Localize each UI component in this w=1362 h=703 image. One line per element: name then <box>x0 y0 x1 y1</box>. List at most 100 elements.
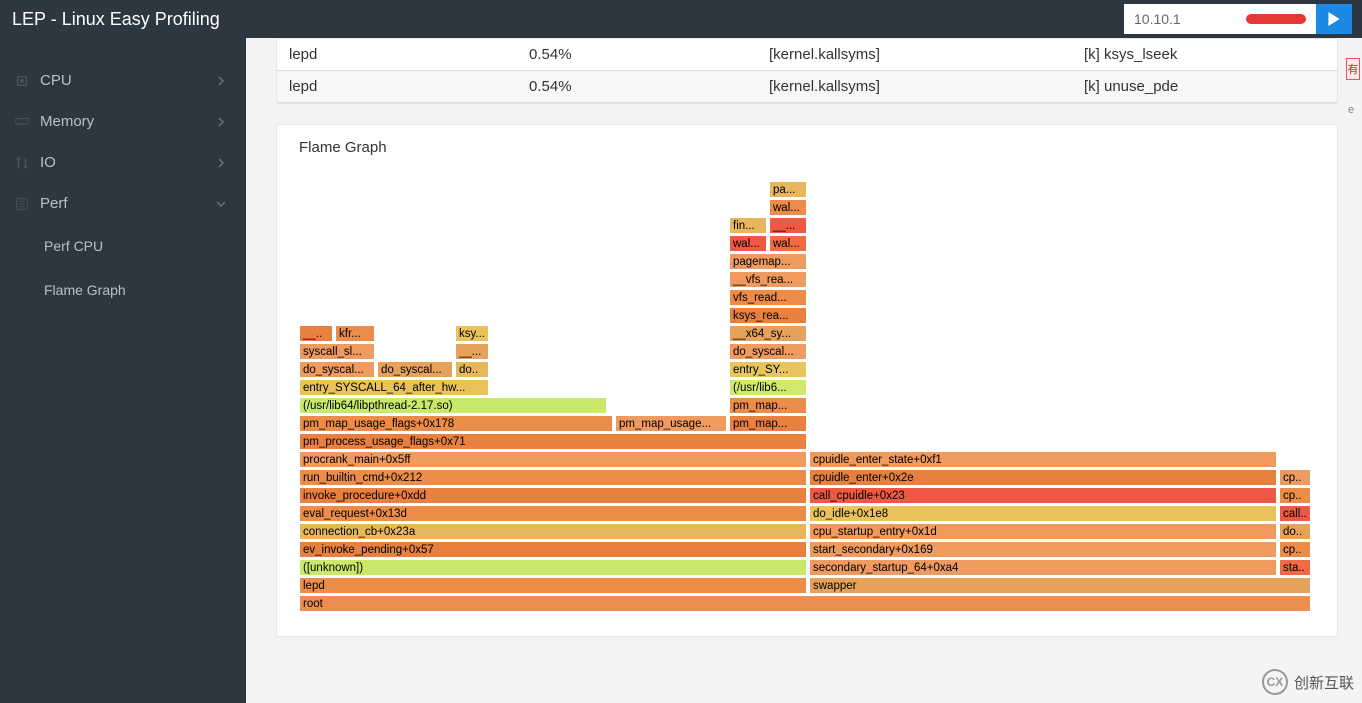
flame-block[interactable]: ev_invoke_pending+0x57 <box>299 541 807 558</box>
flame-block[interactable]: cpu_startup_entry+0x1d <box>809 523 1277 540</box>
table-row[interactable]: lepd 0.54% [kernel.kallsyms] [k] unuse_p… <box>277 71 1337 103</box>
ip-redaction <box>1246 14 1306 24</box>
watermark-text: 创新互联 <box>1294 672 1354 693</box>
sidebar-sub-perf-cpu[interactable]: Perf CPU <box>0 224 246 268</box>
sidebar-sub-flame-graph[interactable]: Flame Graph <box>0 268 246 312</box>
cell-proc: lepd <box>277 71 517 103</box>
flame-block[interactable]: ksys_rea... <box>729 307 807 324</box>
sidebar-item-io[interactable]: IO <box>0 142 246 183</box>
flame-graph[interactable]: rootlepdswapper([unknown])secondary_star… <box>299 180 1311 612</box>
flame-block[interactable]: pm_map_usage... <box>615 415 727 432</box>
flame-block[interactable]: do_syscal... <box>299 361 375 378</box>
cpu-icon <box>14 74 30 88</box>
flame-block[interactable]: swapper <box>809 577 1311 594</box>
watermark-logo: CX <box>1262 669 1288 695</box>
right-badge[interactable]: 有 <box>1346 58 1360 80</box>
flame-block[interactable]: syscall_sl... <box>299 343 375 360</box>
flame-block[interactable]: cp.. <box>1279 487 1311 504</box>
flame-block[interactable]: do_idle+0x1e8 <box>809 505 1277 522</box>
cell-pct: 0.54% <box>517 71 757 103</box>
chevron-right-icon <box>216 158 226 168</box>
flame-block[interactable]: pm_map_usage_flags+0x178 <box>299 415 613 432</box>
sidebar-label: CPU <box>40 72 72 89</box>
cell-pct: 0.54% <box>517 39 757 71</box>
perf-icon <box>14 197 30 211</box>
flame-block[interactable]: __.. <box>299 325 333 342</box>
chevron-down-icon <box>216 199 226 209</box>
io-icon <box>14 156 30 170</box>
flame-block[interactable]: lepd <box>299 577 807 594</box>
flame-title: Flame Graph <box>277 125 1337 170</box>
flame-block[interactable]: invoke_procedure+0xdd <box>299 487 807 504</box>
flame-block[interactable]: procrank_main+0x5ff <box>299 451 807 468</box>
flame-block[interactable]: __... <box>769 217 807 234</box>
flame-block[interactable]: pm_process_usage_flags+0x71 <box>299 433 807 450</box>
chevron-right-icon <box>216 117 226 127</box>
flame-block[interactable]: kfr... <box>335 325 375 342</box>
flame-block[interactable]: start_secondary+0x169 <box>809 541 1277 558</box>
flame-block[interactable]: wal... <box>769 235 807 252</box>
flame-block[interactable]: pa... <box>769 181 807 198</box>
cell-proc: lepd <box>277 39 517 71</box>
flame-block[interactable]: ([unknown]) <box>299 559 807 576</box>
flame-block[interactable]: wal... <box>769 199 807 216</box>
flame-block[interactable]: do_syscal... <box>377 361 453 378</box>
flame-block[interactable]: ksy... <box>455 325 489 342</box>
cell-sym: [k] ksys_lseek <box>1072 39 1337 71</box>
right-text: e <box>1346 104 1362 116</box>
watermark: CX 创新互联 <box>1262 669 1354 695</box>
chevron-right-icon <box>216 76 226 86</box>
flame-block[interactable]: run_builtin_cmd+0x212 <box>299 469 807 486</box>
cell-sym: [k] unuse_pde <box>1072 71 1337 103</box>
flame-block[interactable]: root <box>299 595 1311 612</box>
flame-block[interactable]: do.. <box>1279 523 1311 540</box>
cell-src: [kernel.kallsyms] <box>757 71 1072 103</box>
flame-block[interactable]: pm_map... <box>729 415 807 432</box>
sidebar-label: Memory <box>40 113 94 130</box>
main-content: lepd 0.54% [kernel.kallsyms] [k] ksys_ls… <box>246 38 1362 703</box>
flame-block[interactable]: cp.. <box>1279 541 1311 558</box>
flame-block[interactable]: do.. <box>455 361 489 378</box>
memory-icon <box>14 115 30 129</box>
sidebar-item-perf[interactable]: Perf <box>0 183 246 224</box>
sidebar-item-memory[interactable]: Memory <box>0 101 246 142</box>
flame-block[interactable]: connection_cb+0x23a <box>299 523 807 540</box>
sidebar: CPU Memory IO Perf Perf CPU Flame Graph <box>0 38 246 703</box>
flame-block[interactable]: sta.. <box>1279 559 1311 576</box>
flame-block[interactable]: call_cpuidle+0x23 <box>809 487 1277 504</box>
flame-block[interactable]: eval_request+0x13d <box>299 505 807 522</box>
flame-block[interactable]: (/usr/lib6... <box>729 379 807 396</box>
perf-table-panel: lepd 0.54% [kernel.kallsyms] [k] ksys_ls… <box>276 38 1338 104</box>
flame-wrap: rootlepdswapper([unknown])secondary_star… <box>277 170 1337 636</box>
flame-block[interactable]: vfs_read... <box>729 289 807 306</box>
flame-block[interactable]: pm_map... <box>729 397 807 414</box>
flame-block[interactable]: cp.. <box>1279 469 1311 486</box>
sidebar-label: IO <box>40 154 56 171</box>
play-icon <box>1327 12 1341 26</box>
right-strip: 有 e <box>1346 38 1362 116</box>
cell-src: [kernel.kallsyms] <box>757 39 1072 71</box>
header-controls <box>1124 4 1352 34</box>
flame-block[interactable]: (/usr/lib64/libpthread-2.17.so) <box>299 397 607 414</box>
perf-table: lepd 0.54% [kernel.kallsyms] [k] ksys_ls… <box>277 39 1337 103</box>
table-row[interactable]: lepd 0.54% [kernel.kallsyms] [k] ksys_ls… <box>277 39 1337 71</box>
flame-block[interactable]: secondary_startup_64+0xa4 <box>809 559 1277 576</box>
flame-block[interactable]: entry_SYSCALL_64_after_hw... <box>299 379 489 396</box>
sidebar-item-cpu[interactable]: CPU <box>0 60 246 101</box>
flame-block[interactable]: entry_SY... <box>729 361 807 378</box>
flame-block[interactable]: pagemap... <box>729 253 807 270</box>
app-title: LEP - Linux Easy Profiling <box>12 9 220 30</box>
flame-block[interactable]: fin... <box>729 217 767 234</box>
sidebar-label: Perf <box>40 195 68 212</box>
go-button[interactable] <box>1316 4 1352 34</box>
flame-block[interactable]: call.. <box>1279 505 1311 522</box>
header-bar: LEP - Linux Easy Profiling <box>0 0 1362 38</box>
flame-block[interactable]: do_syscal... <box>729 343 807 360</box>
flame-block[interactable]: wal... <box>729 235 767 252</box>
flame-block[interactable]: __x64_sy... <box>729 325 807 342</box>
flame-block[interactable]: __vfs_rea... <box>729 271 807 288</box>
flame-block[interactable]: cpuidle_enter+0x2e <box>809 469 1277 486</box>
flame-panel: Flame Graph rootlepdswapper([unknown])se… <box>276 124 1338 637</box>
flame-block[interactable]: cpuidle_enter_state+0xf1 <box>809 451 1277 468</box>
flame-block[interactable]: __... <box>455 343 489 360</box>
